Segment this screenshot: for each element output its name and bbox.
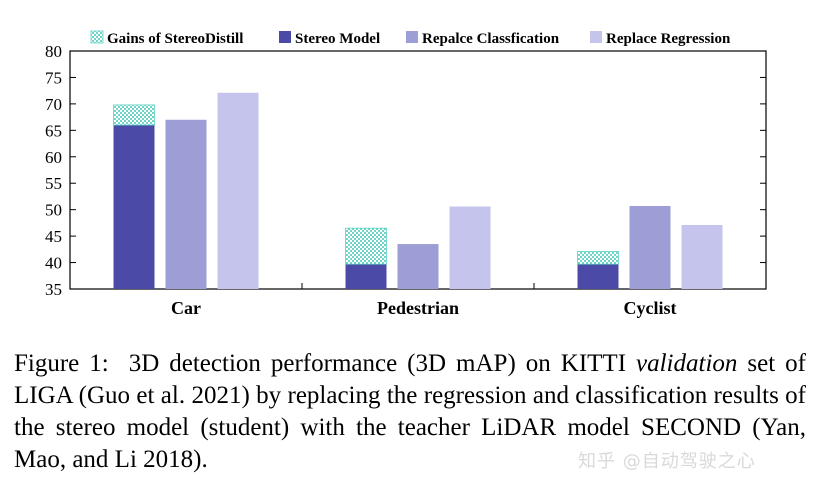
bar-replace-regression: [681, 225, 723, 289]
bars: [113, 92, 723, 290]
caption-text-pre: 3D detection performance (3D mAP) on KIT…: [118, 350, 637, 377]
x-category-label: Cyclist: [624, 298, 677, 318]
legend-label: Replace Regression: [606, 31, 731, 47]
y-tick-label: 70: [45, 95, 62, 114]
bar-gains-stereodistill: [113, 104, 155, 126]
bar-replace-regression: [449, 206, 491, 289]
bar-stereo-model: [113, 125, 155, 290]
legend-label: Gains of StereoDistill: [107, 31, 243, 47]
legend: Gains of StereoDistill Stereo Model Repalc…: [90, 30, 731, 47]
legend-label: Stereo Model: [295, 31, 380, 47]
bar-stereo-model: [345, 264, 387, 289]
y-tick-label: 40: [45, 254, 62, 273]
axes: 35 40 45 50 55 60 65 70 75 80 Car Pedestrian Cyclist: [45, 42, 767, 318]
figure-caption: Figure 1: 3D detection performance (3D m…: [14, 348, 806, 476]
x-category-label: Car: [171, 298, 201, 318]
bar-replace-regression: [217, 92, 259, 289]
caption-label: Figure 1:: [14, 350, 109, 377]
bar-replace-classification: [165, 119, 207, 289]
legend-label: Repalce Classfication: [422, 31, 560, 47]
legend-swatch: [90, 30, 104, 44]
bar-gains-stereodistill: [577, 251, 619, 265]
legend-swatch: [406, 31, 418, 43]
y-tick-label: 75: [45, 68, 62, 87]
y-tick-label: 60: [45, 148, 62, 167]
caption-text-post: set of LIGA (Guo et al. 2021) by replaci…: [14, 350, 806, 473]
bar-replace-classification: [397, 244, 439, 289]
watermark: 知乎 @自动驾驶之心: [578, 451, 756, 472]
bar-chart: Gains of StereoDistill Stereo Model Repalc…: [45, 30, 767, 318]
legend-swatch: [279, 31, 291, 43]
x-category-label: Pedestrian: [377, 298, 459, 318]
bar-replace-classification: [629, 205, 671, 289]
legend-swatch: [590, 31, 602, 43]
y-tick-label: 65: [45, 121, 62, 140]
y-tick-label: 50: [45, 201, 62, 220]
y-tick-label: 35: [45, 280, 62, 299]
y-tick-label: 80: [45, 42, 62, 61]
caption-text-italic: valida­tion: [636, 350, 738, 377]
y-tick-label: 45: [45, 227, 62, 246]
bar-gains-stereodistill: [345, 227, 387, 265]
y-tick-label: 55: [45, 174, 62, 193]
bar-stereo-model: [577, 264, 619, 289]
